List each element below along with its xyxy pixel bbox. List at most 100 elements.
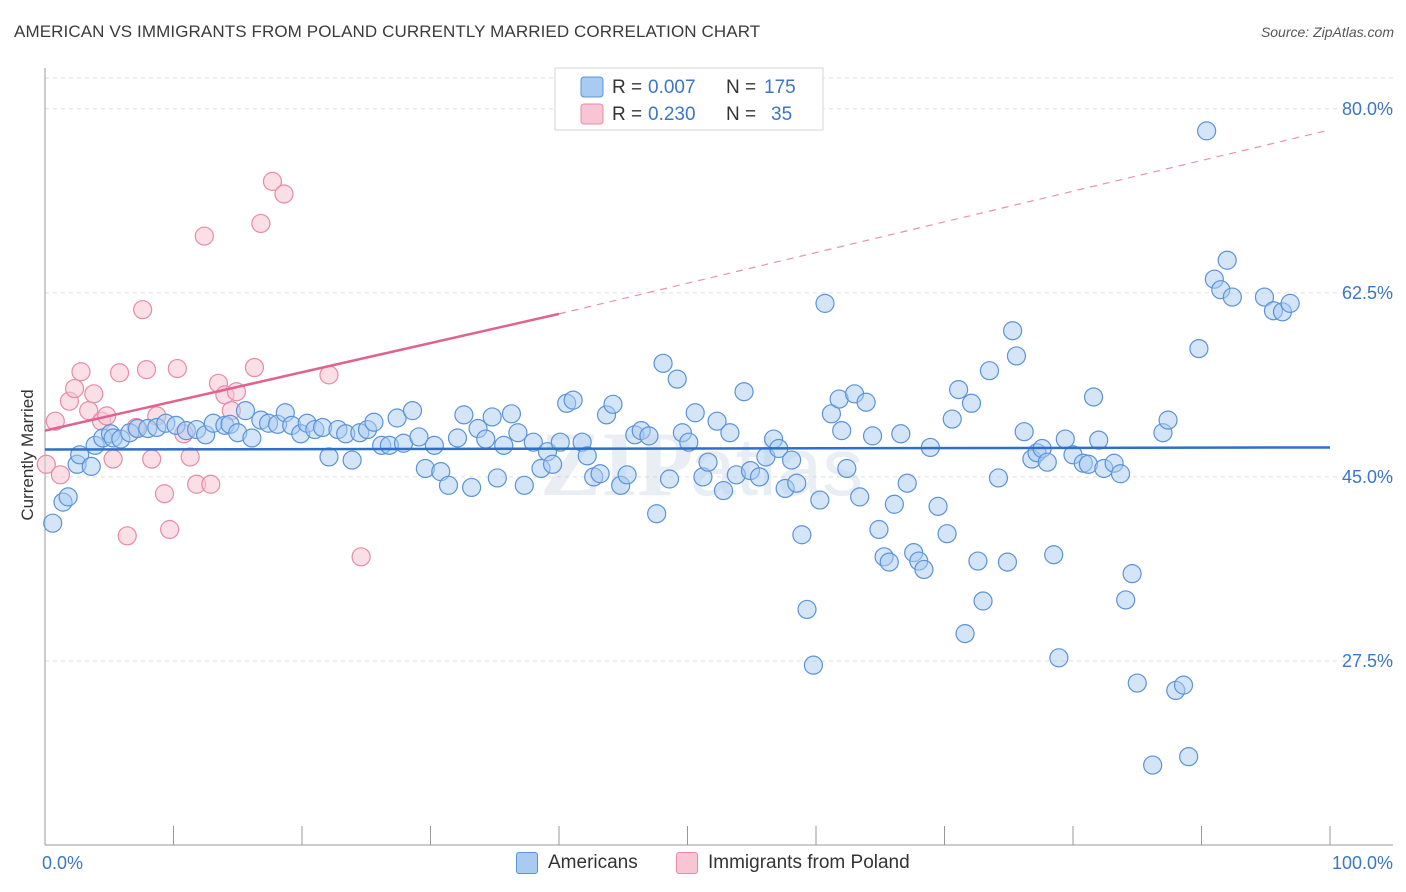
american-point (968, 551, 988, 571)
poland-point (251, 213, 271, 234)
american-point (955, 624, 975, 644)
american-point (647, 504, 667, 524)
poland-point (109, 363, 130, 383)
american-point (1049, 648, 1069, 668)
american-point (387, 408, 407, 428)
poland-point (154, 484, 175, 504)
american-point (415, 458, 435, 479)
american-point (1189, 338, 1209, 359)
american-point (781, 450, 802, 470)
american-point (961, 393, 982, 413)
american-point (402, 401, 423, 421)
american-point (1179, 747, 1199, 767)
american-point (879, 552, 899, 572)
american-point (897, 473, 917, 493)
legend-item-americans: Americans (516, 852, 638, 874)
american-point (514, 475, 534, 495)
poland-point (201, 474, 221, 494)
poland-trend-line (44, 312, 560, 432)
american-point (1006, 346, 1027, 366)
american-point (1014, 422, 1034, 442)
american-point (1197, 121, 1217, 141)
american-point (409, 427, 429, 447)
american-point (821, 404, 842, 424)
american-point (1217, 250, 1237, 270)
american-point (815, 293, 835, 313)
american-point (242, 428, 262, 448)
american-point (447, 428, 468, 448)
american-point (1222, 287, 1242, 307)
american-point (928, 496, 948, 516)
american-point (659, 469, 680, 489)
american-point (542, 454, 563, 474)
american-point (988, 468, 1009, 488)
american-point (787, 473, 807, 493)
poland-point (274, 184, 294, 204)
american-point (639, 426, 659, 446)
american-point (501, 404, 522, 424)
american-point (1044, 545, 1064, 565)
american-point (749, 467, 770, 487)
american-point (667, 369, 687, 389)
legend-n-value-2: 35 (771, 104, 792, 125)
poland-point (136, 360, 157, 380)
poland-point (142, 449, 162, 469)
poland-point (71, 362, 91, 382)
american-point (720, 423, 740, 443)
y-axis-label: Currently Married (18, 389, 37, 520)
x-tick-label-min: 0.0% (42, 853, 83, 873)
american-point (563, 390, 583, 410)
american-point (734, 382, 754, 402)
watermark: ZIP atlas (540, 413, 863, 515)
american-point (1127, 673, 1147, 693)
american-point (364, 412, 384, 432)
american-point (81, 456, 101, 476)
american-point (508, 423, 528, 443)
poland-point (180, 447, 200, 467)
american-point (454, 405, 474, 425)
legend-label-poland: Immigrants from Poland (708, 852, 910, 873)
poland-point (64, 378, 85, 399)
american-point (235, 401, 256, 421)
legend-r-label-2: R = (612, 104, 642, 125)
american-point (523, 432, 543, 452)
american-point (342, 450, 362, 470)
american-point (424, 435, 444, 455)
american-point (937, 524, 957, 544)
legend-n-label-2: N = (726, 104, 756, 125)
poland-point (45, 411, 65, 431)
poland-point (160, 519, 180, 540)
american-point (1116, 590, 1136, 610)
american-point (1143, 755, 1163, 775)
american-point (1089, 430, 1109, 450)
american-point (797, 599, 817, 620)
legend-r-label-1: R = (612, 77, 642, 98)
american-point (837, 458, 857, 479)
american-point (884, 494, 904, 514)
american-point (942, 409, 962, 429)
american-point (810, 490, 830, 510)
y-tick-label: 27.5% (1342, 651, 1393, 671)
source-label: Source: ZipAtlas.com (1260, 24, 1394, 40)
poland-point (103, 449, 123, 469)
american-point (319, 447, 339, 467)
american-point (685, 403, 705, 423)
trend-lines (44, 129, 1331, 451)
american-point (891, 424, 911, 444)
american-point (550, 432, 570, 452)
american-point (698, 452, 718, 472)
poland-point (50, 465, 71, 485)
american-point (997, 552, 1018, 572)
american-point (603, 394, 623, 414)
american-point (653, 353, 673, 373)
american-point (850, 487, 870, 507)
poland-point (262, 171, 283, 191)
poland-point (84, 384, 104, 404)
american-point (792, 525, 812, 545)
american-point (476, 429, 496, 449)
american-point (973, 591, 993, 611)
american-point (713, 480, 734, 501)
american-point (1173, 675, 1194, 695)
american-point (58, 487, 78, 507)
